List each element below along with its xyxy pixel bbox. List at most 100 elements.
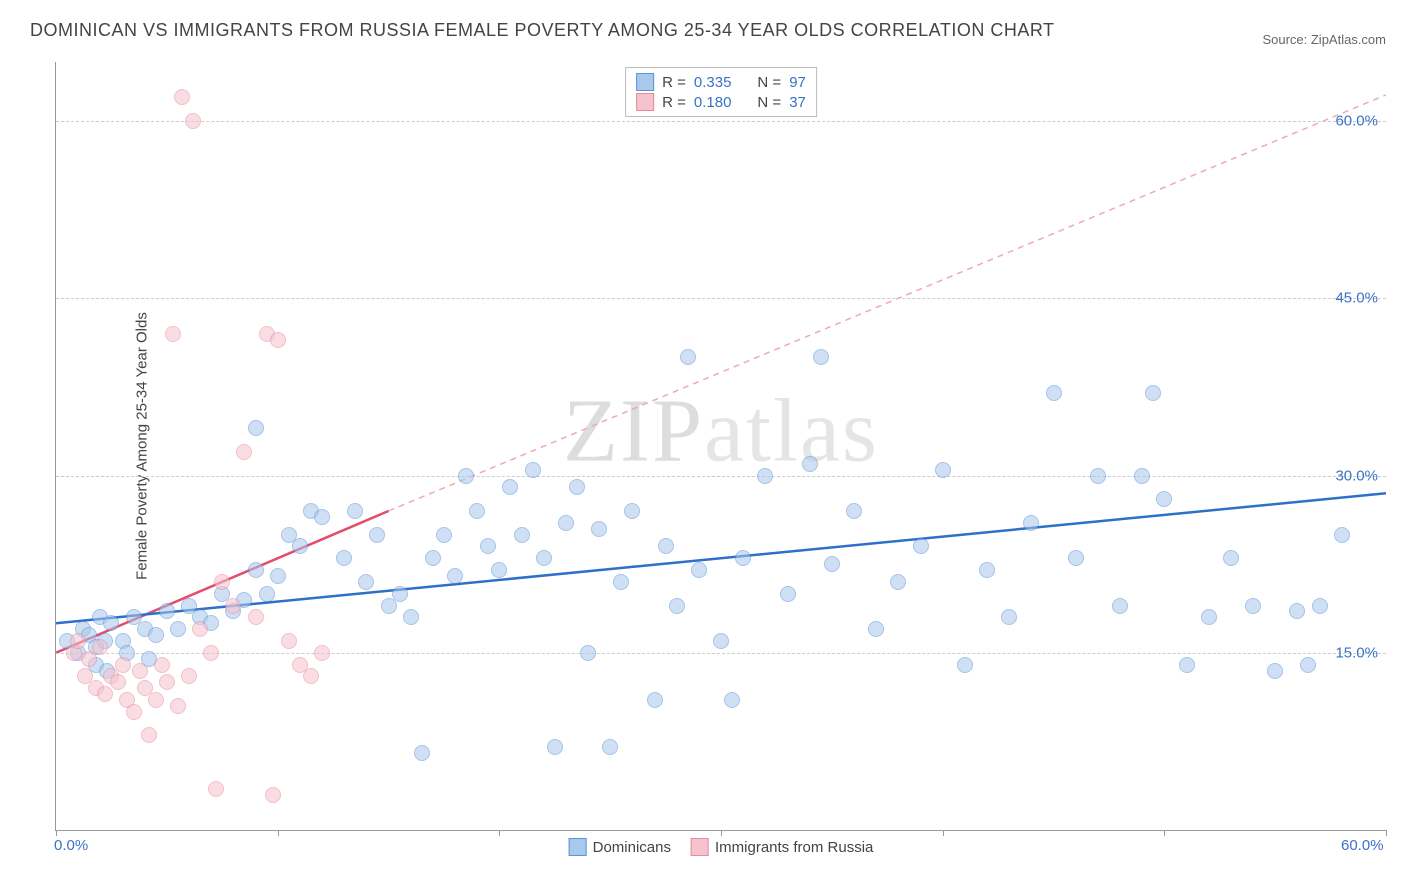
data-point [347, 503, 363, 519]
data-point [824, 556, 840, 572]
data-point [1023, 515, 1039, 531]
data-point [103, 615, 119, 631]
data-point [602, 739, 618, 755]
data-point [170, 698, 186, 714]
data-point [1201, 609, 1217, 625]
data-point [270, 332, 286, 348]
data-point [148, 627, 164, 643]
data-point [979, 562, 995, 578]
data-point [185, 113, 201, 129]
data-point [1334, 527, 1350, 543]
legend-label-1: Dominicans [593, 839, 671, 856]
legend-stats-row-1: R = 0.335 N = 97 [636, 72, 806, 92]
data-point [1245, 598, 1261, 614]
n-value-2: 37 [789, 94, 806, 111]
data-point [1300, 657, 1316, 673]
swatch-pink-icon [636, 93, 654, 111]
data-point [314, 645, 330, 661]
data-point [303, 668, 319, 684]
data-point [913, 538, 929, 554]
data-point [1090, 468, 1106, 484]
data-point [1312, 598, 1328, 614]
data-point [259, 586, 275, 602]
data-point [225, 598, 241, 614]
xtick-mark [1386, 830, 1387, 836]
data-point [208, 781, 224, 797]
data-point [248, 420, 264, 436]
data-point [115, 657, 131, 673]
swatch-blue-icon [636, 73, 654, 91]
legend-item-dominicans: Dominicans [569, 838, 671, 856]
data-point [358, 574, 374, 590]
data-point [469, 503, 485, 519]
data-point [270, 568, 286, 584]
data-point [414, 745, 430, 761]
gridline [56, 653, 1386, 654]
data-point [680, 349, 696, 365]
data-point [92, 639, 108, 655]
data-point [1001, 609, 1017, 625]
data-point [154, 657, 170, 673]
data-point [580, 645, 596, 661]
data-point [403, 609, 419, 625]
xtick-mark [1164, 830, 1165, 836]
data-point [802, 456, 818, 472]
xtick-mark [278, 830, 279, 836]
data-point [336, 550, 352, 566]
data-point [1046, 385, 1062, 401]
data-point [780, 586, 796, 602]
data-point [148, 692, 164, 708]
data-point [658, 538, 674, 554]
xtick-label: 0.0% [54, 837, 88, 854]
data-point [214, 574, 230, 590]
data-point [846, 503, 862, 519]
legend-label-2: Immigrants from Russia [715, 839, 873, 856]
data-point [624, 503, 640, 519]
data-point [425, 550, 441, 566]
data-point [724, 692, 740, 708]
data-point [292, 538, 308, 554]
watermark: ZIPatlas [563, 379, 879, 482]
data-point [613, 574, 629, 590]
data-point [132, 663, 148, 679]
data-point [392, 586, 408, 602]
xtick-mark [943, 830, 944, 836]
data-point [647, 692, 663, 708]
data-point [480, 538, 496, 554]
data-point [97, 686, 113, 702]
xtick-mark [499, 830, 500, 836]
data-point [1267, 663, 1283, 679]
data-point [369, 527, 385, 543]
data-point [536, 550, 552, 566]
data-point [1112, 598, 1128, 614]
r-value-1: 0.335 [694, 74, 732, 91]
data-point [1134, 468, 1150, 484]
data-point [569, 479, 585, 495]
data-point [757, 468, 773, 484]
data-point [868, 621, 884, 637]
data-point [170, 621, 186, 637]
data-point [458, 468, 474, 484]
r-label: R = [662, 74, 686, 91]
legend-series: Dominicans Immigrants from Russia [569, 838, 874, 856]
data-point [248, 609, 264, 625]
data-point [713, 633, 729, 649]
data-point [957, 657, 973, 673]
gridline [56, 121, 1386, 122]
data-point [248, 562, 264, 578]
source-attribution: Source: ZipAtlas.com [1262, 32, 1386, 47]
n-label: N = [757, 74, 781, 91]
gridline [56, 298, 1386, 299]
ytick-label: 30.0% [1335, 467, 1378, 484]
data-point [159, 603, 175, 619]
data-point [591, 521, 607, 537]
legend-stats: R = 0.335 N = 97 R = 0.180 N = 37 [625, 67, 817, 117]
swatch-blue-icon [569, 838, 587, 856]
gridline [56, 476, 1386, 477]
legend-stats-row-2: R = 0.180 N = 37 [636, 92, 806, 112]
data-point [547, 739, 563, 755]
data-point [1145, 385, 1161, 401]
data-point [1289, 603, 1305, 619]
data-point [165, 326, 181, 342]
data-point [181, 668, 197, 684]
